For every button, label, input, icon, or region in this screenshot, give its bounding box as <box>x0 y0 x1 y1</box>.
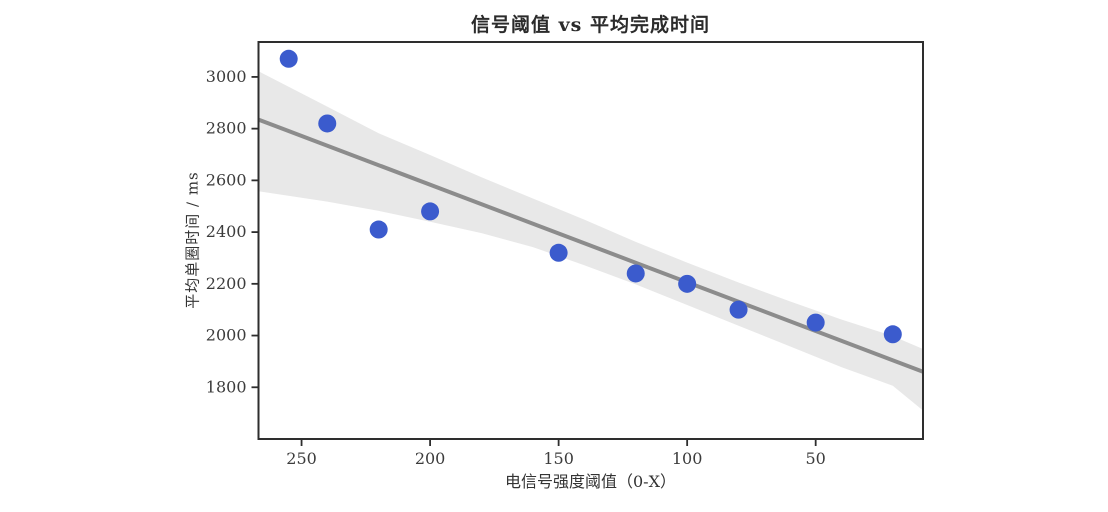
confidence-band <box>258 71 923 411</box>
x-axis-label: 电信号强度阈值（0-X） <box>505 472 676 491</box>
y-axis-label: 平均单圈时间 / ms <box>183 171 202 309</box>
x-axis-tick-label: 150 <box>543 449 574 468</box>
scatter-point <box>279 49 298 68</box>
y-axis-tick-label: 3000 <box>206 67 247 86</box>
scatter-point <box>318 114 337 133</box>
y-axis-tick-label: 1800 <box>206 377 247 396</box>
axes-spines <box>257 41 924 440</box>
x-axis-tick-label: 50 <box>805 449 825 468</box>
y-axis-tick-label: 2200 <box>206 274 247 293</box>
scatter-point <box>883 325 902 344</box>
scatter-point <box>678 274 697 293</box>
trend-line <box>257 117 924 374</box>
scatter-point <box>549 243 568 262</box>
y-axis-tick-label: 2400 <box>206 222 247 241</box>
scatter-point <box>626 264 645 283</box>
chart-title: 信号阈值 vs 平均完成时间 <box>471 14 710 36</box>
scatter-point <box>806 313 825 332</box>
x-axis-tick-label: 200 <box>415 449 446 468</box>
scatter-point <box>369 220 388 239</box>
x-axis-tick-label: 250 <box>286 449 317 468</box>
y-axis-tick-label: 2800 <box>206 119 247 138</box>
scatter-point <box>421 202 440 221</box>
y-axis-tick-label: 2600 <box>206 170 247 189</box>
x-axis-tick-label: 100 <box>672 449 703 468</box>
scatter-point <box>729 300 748 319</box>
y-axis-tick-label: 2000 <box>206 326 247 345</box>
